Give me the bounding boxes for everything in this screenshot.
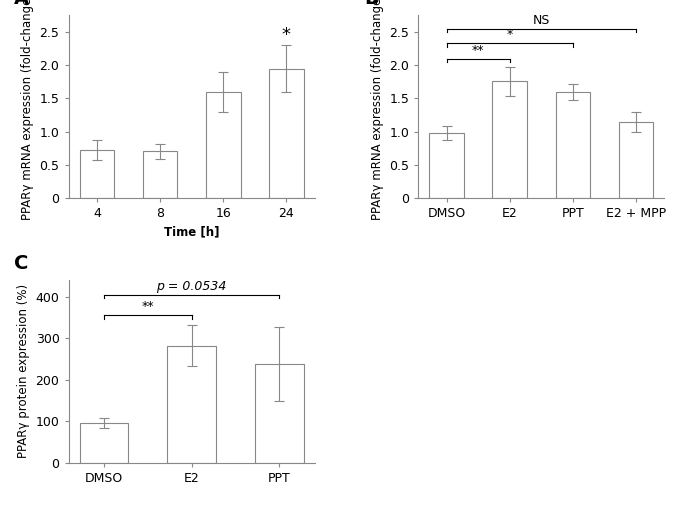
Bar (168, 345, 216, 463)
Bar (493, 81, 527, 198)
X-axis label: Time [h]: Time [h] (164, 226, 219, 238)
Bar (429, 133, 464, 198)
Bar (619, 122, 653, 198)
Y-axis label: PPARγ protein expression (%): PPARγ protein expression (%) (17, 284, 30, 458)
Bar (269, 68, 303, 198)
Y-axis label: PPARγ mRNA expression (fold-change): PPARγ mRNA expression (fold-change) (21, 0, 34, 220)
Y-axis label: PPARγ mRNA expression (fold-change): PPARγ mRNA expression (fold-change) (371, 0, 384, 220)
Text: **: ** (142, 300, 154, 313)
Bar (142, 152, 177, 198)
Text: C: C (14, 254, 29, 273)
Text: *: * (507, 28, 513, 41)
Bar (79, 423, 128, 463)
Bar (256, 364, 303, 463)
Text: NS: NS (533, 14, 550, 27)
Bar (206, 91, 240, 198)
Bar (556, 91, 590, 198)
Text: A: A (14, 0, 29, 8)
Text: *: * (282, 26, 290, 44)
Bar (79, 150, 114, 198)
Text: p = 0.0534: p = 0.0534 (156, 280, 227, 293)
Text: B: B (364, 0, 379, 8)
Text: **: ** (472, 44, 484, 57)
